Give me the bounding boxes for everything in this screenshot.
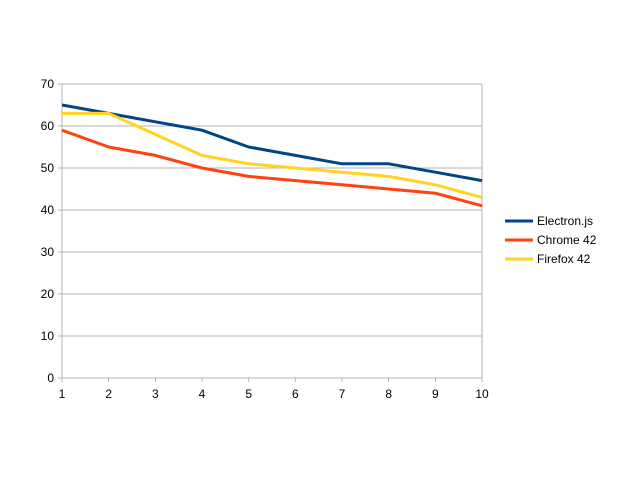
- series-line-electron-js: [61, 103, 483, 183]
- data-point: [107, 111, 111, 115]
- data-point: [480, 195, 484, 199]
- data-point: [340, 183, 344, 187]
- x-tick-label: 10: [475, 387, 489, 401]
- data-point: [153, 153, 157, 157]
- y-tick-label: 40: [41, 203, 55, 217]
- data-point: [200, 153, 204, 157]
- x-axis-tick-labels: 1 2 3 4 5 6 7 8 9 10: [59, 387, 489, 401]
- data-point: [247, 174, 251, 178]
- data-point: [293, 166, 297, 170]
- x-tick-label: 8: [385, 387, 392, 401]
- y-tick-label: 20: [41, 287, 55, 301]
- data-point: [293, 179, 297, 183]
- data-point: [480, 179, 484, 183]
- y-tick-label: 30: [41, 245, 55, 259]
- series-line-chrome-42: [61, 128, 483, 208]
- data-point: [247, 145, 251, 149]
- axes: [58, 83, 483, 382]
- x-tick-label: 6: [292, 387, 299, 401]
- y-tick-label: 50: [41, 161, 55, 175]
- data-point: [480, 204, 484, 208]
- x-tick-label: 9: [432, 387, 439, 401]
- data-point: [387, 162, 391, 166]
- data-point: [107, 145, 111, 149]
- legend-item: Electron.js: [505, 214, 593, 228]
- data-point: [340, 162, 344, 166]
- y-tick-label: 10: [41, 329, 55, 343]
- legend-label: Chrome 42: [537, 233, 597, 247]
- data-point: [340, 170, 344, 174]
- legend: Electron.js Chrome 42 Firefox 42: [505, 214, 597, 266]
- series-lines: [60, 103, 484, 208]
- y-tick-label: 0: [47, 371, 54, 385]
- x-tick-label: 4: [199, 387, 206, 401]
- data-point: [153, 120, 157, 124]
- data-point: [387, 187, 391, 191]
- x-tick-label: 7: [339, 387, 346, 401]
- y-tick-label: 70: [41, 77, 55, 91]
- data-point: [387, 174, 391, 178]
- series-line-firefox-42: [62, 111, 483, 199]
- y-axis-tick-labels: 0 10 20 30 40 50 60 70: [41, 77, 55, 385]
- x-tick-label: 2: [105, 387, 112, 401]
- legend-item: Firefox 42: [505, 252, 591, 266]
- y-tick-label: 60: [41, 119, 55, 133]
- legend-label: Electron.js: [537, 214, 593, 228]
- x-tick-label: 5: [245, 387, 252, 401]
- x-tick-label: 1: [59, 387, 66, 401]
- data-point: [200, 166, 204, 170]
- data-point: [200, 128, 204, 132]
- data-point: [60, 128, 64, 132]
- data-point: [433, 170, 437, 174]
- data-point: [433, 183, 437, 187]
- data-point: [247, 162, 251, 166]
- data-point: [433, 191, 437, 195]
- legend-item: Chrome 42: [505, 233, 597, 247]
- data-point: [153, 132, 157, 136]
- data-point: [60, 111, 64, 115]
- data-point: [60, 103, 64, 107]
- x-tick-label: 3: [152, 387, 159, 401]
- grid-lines: [62, 83, 482, 379]
- legend-label: Firefox 42: [537, 252, 591, 266]
- data-point: [293, 153, 297, 157]
